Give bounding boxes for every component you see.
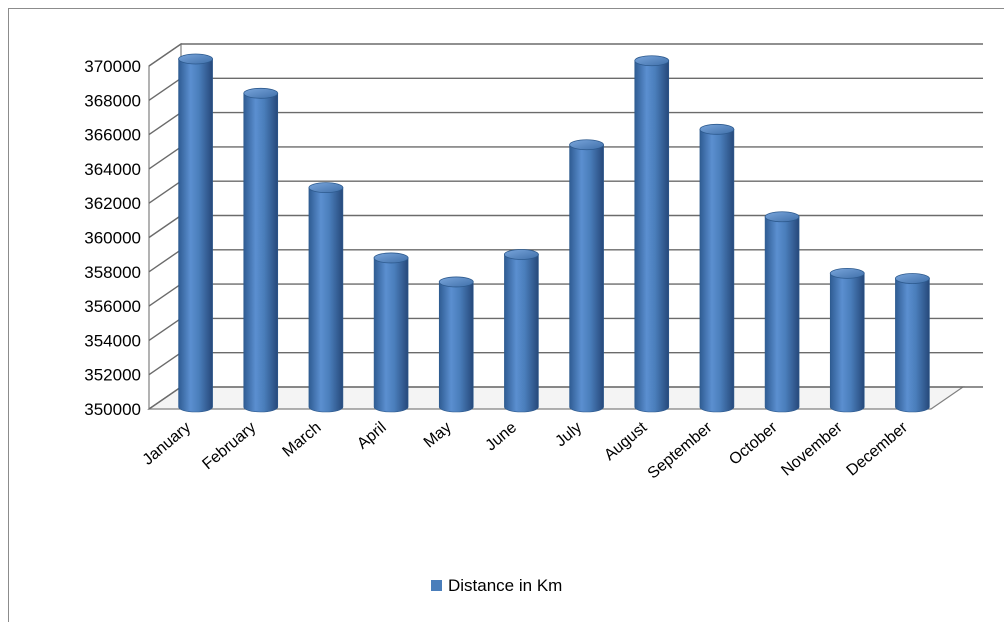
bar-cap [829, 267, 865, 279]
legend-label: Distance in Km [448, 576, 562, 595]
y-tick-label: 360000 [84, 229, 141, 248]
y-tick-label: 352000 [84, 366, 141, 385]
bar-body [243, 93, 279, 413]
y-tick-label: 364000 [84, 160, 141, 179]
bar-cap [178, 53, 213, 65]
bar [699, 123, 735, 413]
bar-cap [308, 182, 344, 194]
bar [438, 276, 474, 413]
bar-body [308, 187, 344, 413]
x-category-label: June [482, 419, 520, 454]
bar-cap [699, 123, 735, 135]
bar-body [829, 273, 865, 413]
bar-body [569, 144, 604, 413]
bar-cap [438, 276, 474, 288]
bar-body [764, 216, 800, 413]
bar-body [438, 281, 474, 413]
bars [178, 53, 930, 413]
legend-swatch [431, 580, 442, 591]
x-category-label: May [421, 419, 455, 451]
bar-body [373, 257, 409, 413]
bar-body [178, 58, 213, 413]
gridline [148, 43, 983, 67]
bar [504, 249, 539, 413]
y-tick-label: 368000 [84, 91, 141, 110]
x-category-label: August [601, 419, 651, 464]
bar-body [504, 254, 539, 413]
x-category-label: December [844, 419, 912, 480]
x-category-label: March [280, 419, 325, 461]
bar-cap [569, 139, 604, 151]
y-tick-label: 356000 [84, 297, 141, 316]
x-category-label: January [140, 419, 195, 469]
bar [308, 182, 344, 413]
legend: Distance in Km [431, 576, 562, 595]
bar-cap [764, 211, 800, 223]
x-category-label: February [199, 419, 259, 473]
y-tick-label: 362000 [84, 194, 141, 213]
bar-body [699, 129, 735, 413]
bar [634, 55, 670, 413]
bar-chart: 350000 352000 354000 356000 358000 360000 3620… [84, 42, 983, 595]
bar [243, 87, 279, 413]
bar [895, 273, 930, 413]
y-tick-label: 358000 [84, 263, 141, 282]
x-axis-category-labels: January February March April May June July Augu… [140, 419, 912, 483]
x-category-label: September [645, 419, 716, 483]
y-tick-label: 370000 [84, 57, 141, 76]
y-tick-label: 366000 [84, 126, 141, 145]
bar [178, 53, 213, 413]
bar-body [895, 278, 930, 413]
bar [373, 252, 409, 413]
x-category-label: November [778, 419, 846, 480]
y-axis-tick-labels: 350000 352000 354000 356000 358000 360000 3620… [84, 57, 141, 419]
bar-cap [504, 249, 539, 260]
bar [569, 139, 604, 413]
y-tick-label: 350000 [84, 400, 141, 419]
chart-frame: 350000 352000 354000 356000 358000 360000 3620… [8, 8, 1004, 622]
bar-cap [243, 87, 279, 99]
bar [764, 211, 800, 413]
bar-cap [373, 252, 409, 264]
bar-cap [634, 55, 670, 67]
x-category-label: July [552, 419, 585, 450]
x-category-label: April [354, 419, 389, 453]
bar [829, 267, 865, 413]
bar-cap [895, 273, 930, 284]
y-tick-label: 354000 [84, 331, 141, 350]
bar-body [634, 60, 670, 413]
x-category-label: October [726, 419, 781, 469]
